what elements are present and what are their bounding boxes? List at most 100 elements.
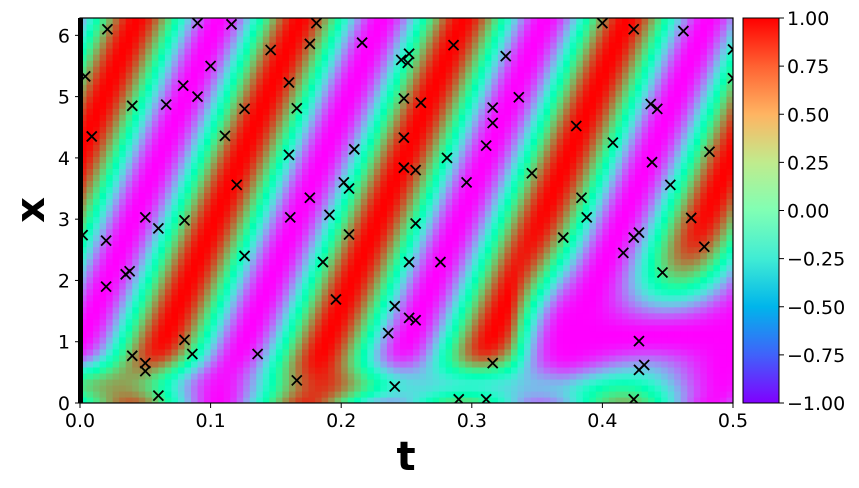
heatmap-cell — [426, 306, 434, 314]
heatmap-cell — [510, 384, 519, 392]
heatmap-cell — [321, 78, 329, 85]
heatmap-cell — [302, 24, 310, 31]
heatmap-cell — [484, 72, 492, 79]
heatmap-cell — [341, 162, 349, 169]
heatmap-cell — [550, 294, 558, 302]
heatmap-cell — [465, 276, 473, 284]
heatmap-cell — [106, 276, 114, 284]
heatmap-cell — [504, 276, 512, 284]
heatmap-cell — [119, 192, 127, 200]
heatmap-cell — [328, 42, 336, 49]
heatmap-cell — [530, 180, 538, 188]
heatmap-cell — [413, 180, 421, 188]
heatmap-cell — [465, 24, 473, 31]
heatmap-cell — [164, 42, 173, 49]
heatmap-cell — [138, 126, 146, 133]
heatmap-cell — [321, 198, 329, 206]
heatmap-cell — [112, 258, 120, 266]
heatmap-cell — [458, 60, 466, 67]
heatmap-cell — [132, 48, 140, 55]
heatmap-cell — [484, 192, 492, 200]
heatmap-cell — [341, 54, 349, 61]
heatmap-cell — [236, 72, 244, 79]
heatmap-cell — [236, 246, 244, 254]
heatmap-cell — [106, 108, 114, 115]
heatmap-cell — [458, 138, 466, 145]
heatmap-cell — [386, 180, 395, 188]
heatmap-cell — [125, 156, 133, 163]
heatmap-cell — [236, 24, 244, 31]
heatmap-cell — [510, 264, 519, 272]
heatmap-cell — [86, 342, 94, 350]
heatmap-cell — [93, 222, 101, 230]
heatmap-cell — [125, 276, 133, 284]
heatmap-cell — [243, 198, 251, 206]
heatmap-cell — [426, 174, 434, 182]
heatmap-cell — [432, 336, 440, 344]
heatmap-cell — [106, 312, 114, 320]
heatmap-cell — [373, 258, 381, 266]
heatmap-cell — [243, 186, 251, 194]
heatmap-cell — [347, 126, 355, 133]
heatmap-cell — [569, 228, 577, 236]
heatmap-cell — [458, 168, 466, 176]
heatmap-cell — [99, 348, 107, 356]
heatmap-cell — [576, 312, 584, 320]
heatmap-cell — [452, 396, 460, 403]
heatmap-cell — [132, 132, 140, 139]
heatmap-cell — [302, 210, 310, 218]
heatmap-cell — [341, 330, 349, 338]
heatmap-cell — [210, 246, 218, 254]
heatmap-cell — [439, 42, 447, 49]
heatmap-cell — [171, 216, 179, 224]
heatmap-cell — [177, 48, 186, 55]
heatmap-cell — [347, 216, 355, 224]
heatmap-cell — [282, 192, 290, 200]
heatmap-cell — [478, 378, 486, 386]
heatmap-cell — [347, 276, 355, 284]
heatmap-cell — [282, 330, 290, 338]
heatmap-cell — [328, 126, 336, 133]
heatmap-cell — [145, 18, 153, 25]
heatmap-cell — [164, 246, 173, 254]
heatmap-cell — [112, 252, 120, 260]
heatmap-cell — [550, 192, 558, 200]
heatmap-cell — [360, 264, 368, 272]
heatmap-cell — [484, 342, 492, 350]
heatmap-cell — [465, 54, 473, 61]
heatmap-cell — [413, 126, 421, 133]
heatmap-cell — [321, 234, 329, 242]
heatmap-cell — [530, 348, 538, 356]
heatmap-cell — [419, 54, 427, 61]
heatmap-cell — [439, 138, 447, 145]
heatmap-cell — [164, 150, 173, 157]
heatmap-cell — [386, 258, 395, 266]
heatmap-cell — [99, 192, 107, 200]
heatmap-cell — [563, 114, 571, 121]
heatmap-cell — [334, 240, 342, 248]
heatmap-cell — [243, 354, 251, 362]
heatmap-cell — [177, 42, 186, 49]
heatmap-cell — [171, 72, 179, 79]
heatmap-cell — [138, 48, 146, 55]
heatmap-cell — [452, 30, 460, 37]
heatmap-cell — [497, 174, 506, 182]
heatmap-cell — [432, 204, 440, 212]
heatmap-cell — [543, 66, 551, 73]
heatmap-cell — [236, 270, 244, 278]
heatmap-cell — [471, 60, 479, 67]
heatmap-cell — [80, 198, 88, 206]
heatmap-cell — [119, 108, 127, 115]
heatmap-cell — [484, 84, 492, 91]
heatmap-cell — [354, 222, 362, 230]
heatmap-cell — [432, 282, 440, 290]
heatmap-cell — [445, 210, 453, 218]
heatmap-cell — [347, 138, 355, 145]
heatmap-cell — [393, 66, 401, 73]
heatmap-cell — [347, 282, 355, 290]
heatmap-cell — [125, 306, 133, 314]
heatmap-cell — [223, 30, 231, 37]
heatmap-cell — [86, 282, 94, 290]
heatmap-cell — [236, 378, 244, 386]
heatmap-cell — [275, 246, 284, 254]
